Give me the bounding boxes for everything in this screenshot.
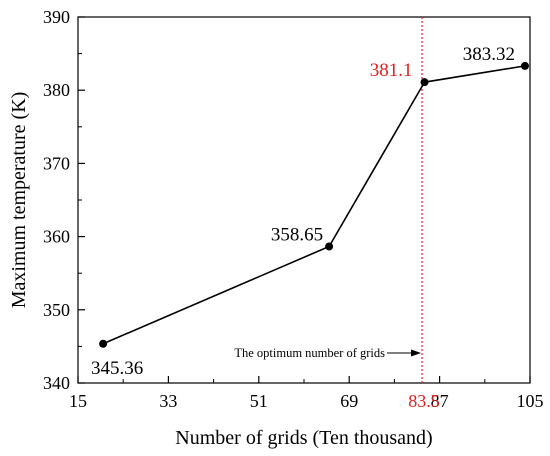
y-tick-label-360: 360	[43, 227, 70, 247]
x-tick-label-69: 69	[340, 391, 358, 411]
series-line	[102, 65, 526, 345]
y-axis-title: Maximum temperature (K)	[8, 92, 30, 309]
y-tick-label-340: 340	[43, 373, 70, 393]
x-tick-label-33: 33	[159, 391, 177, 411]
y-tick-label-350: 350	[43, 300, 70, 320]
data-point	[420, 78, 429, 87]
data-point	[520, 61, 529, 70]
y-tick-label-370: 370	[43, 153, 70, 173]
optimum-annotation: The optimum number of grids	[234, 346, 385, 360]
x-tick-label-105: 105	[517, 391, 544, 411]
x-axis-title: Number of grids (Ten thousand)	[175, 427, 432, 449]
annotation-arrow-head	[411, 349, 422, 357]
x-tick-label-15: 15	[69, 391, 87, 411]
data-label: 345.36	[91, 358, 143, 379]
x-tick-label-51: 51	[250, 391, 268, 411]
data-label: 358.65	[271, 224, 323, 245]
data-label: 381.1	[370, 60, 413, 81]
data-point	[99, 339, 108, 348]
y-tick-label-390: 390	[43, 7, 70, 27]
y-tick-label-380: 380	[43, 80, 70, 100]
data-point	[325, 242, 334, 251]
marks: 83.5 The optimum number of grids 345.36 358…	[91, 17, 529, 411]
optimum-x-label: 83.5	[408, 391, 440, 411]
plot-frame	[77, 16, 531, 384]
x-tick-label-87: 87	[431, 391, 449, 411]
ticks: 340 350 360 370 380 390 15 33 51 69 87 105	[43, 7, 544, 411]
data-label: 383.32	[463, 44, 515, 65]
